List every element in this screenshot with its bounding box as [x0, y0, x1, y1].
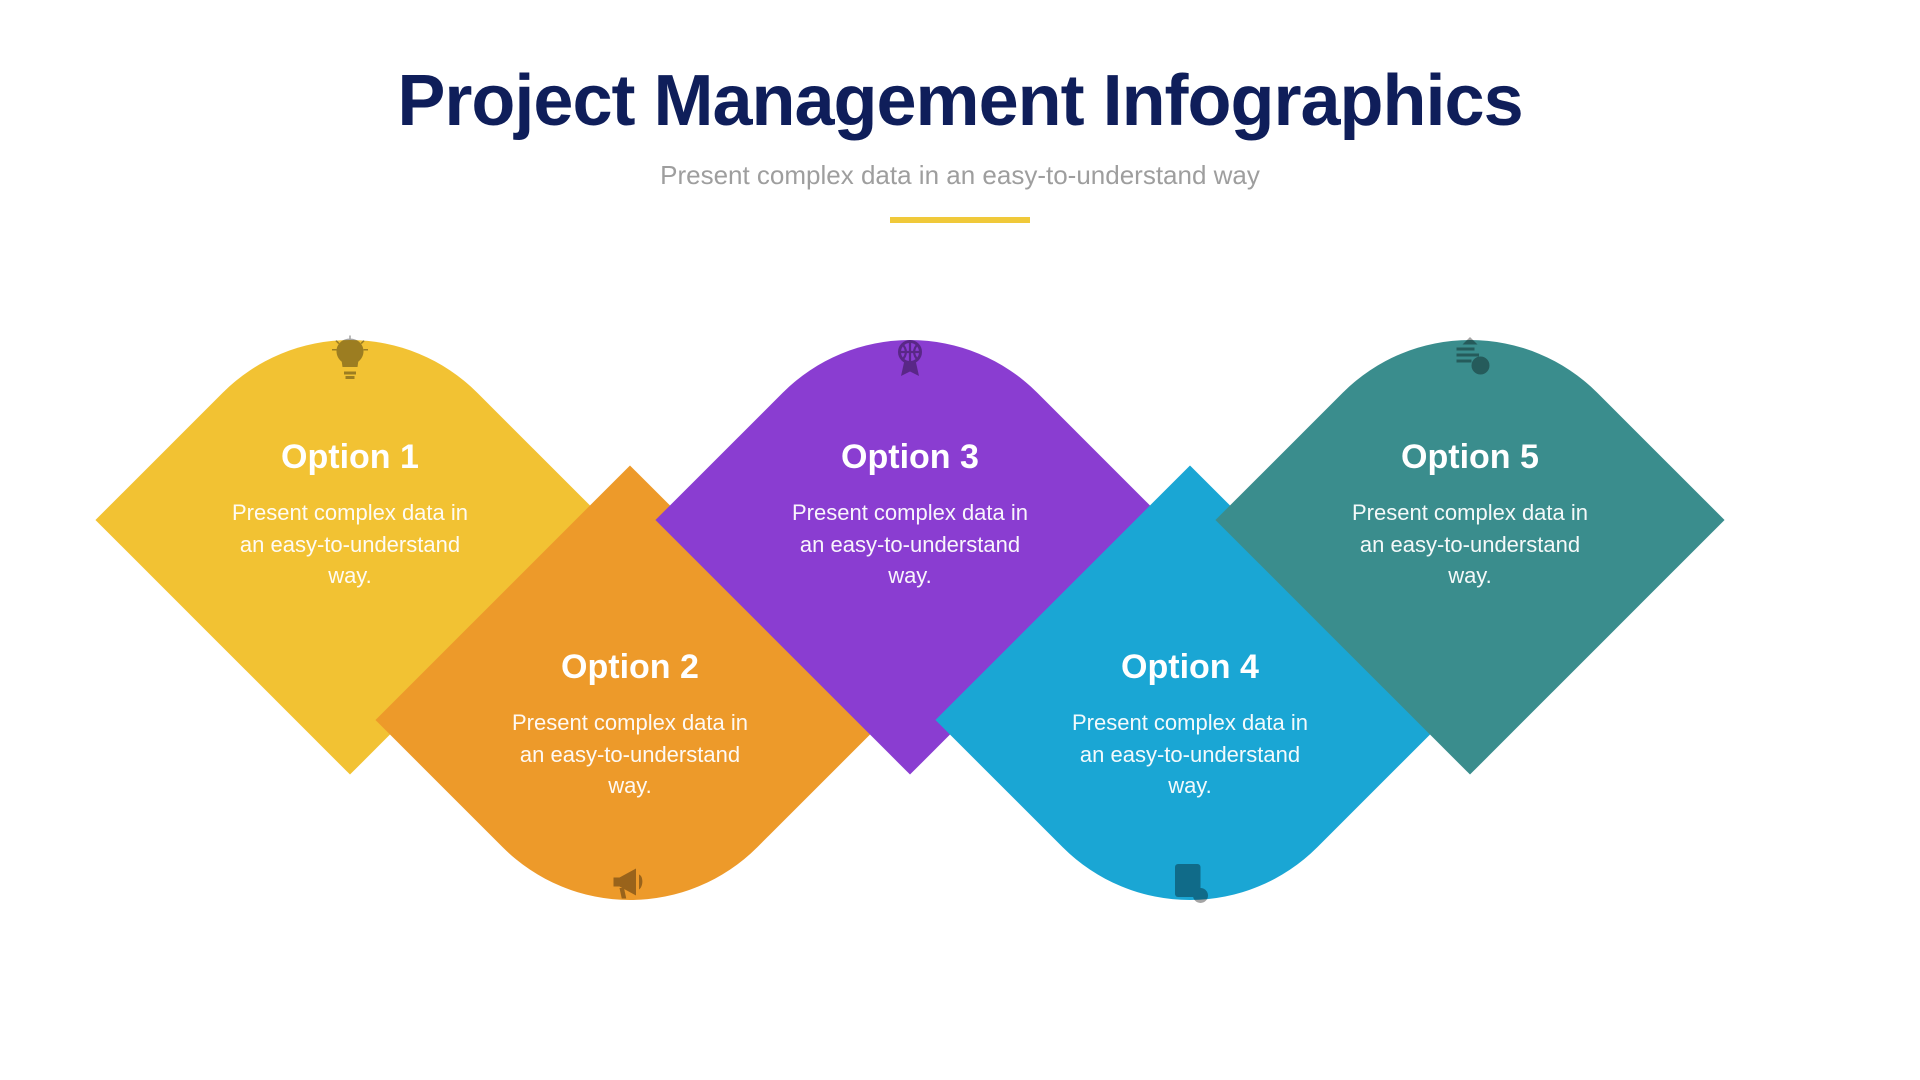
option-description: Present complex data in an easy-to-under… [222, 497, 478, 593]
option-description: Present complex data in an easy-to-under… [782, 497, 1038, 593]
option-shape-5: Option 5 Present complex data in an easy-… [1290, 340, 1650, 700]
option-description: Present complex data in an easy-to-under… [1062, 707, 1318, 803]
page-subtitle: Present complex data in an easy-to-under… [0, 160, 1920, 191]
title-underline [890, 217, 1030, 223]
option-description: Present complex data in an easy-to-under… [1342, 497, 1598, 593]
option-description: Present complex data in an easy-to-under… [502, 707, 758, 803]
header: Project Management Infographics Present … [0, 60, 1920, 223]
option-title: Option 3 [841, 438, 979, 477]
option-content: Option 5 Present complex data in an easy-… [1290, 340, 1650, 700]
option-title: Option 4 [1121, 648, 1259, 687]
option-title: Option 5 [1401, 438, 1539, 477]
page-title: Project Management Infographics [0, 60, 1920, 142]
options-row: Option 1 Present complex data in an easy-… [0, 300, 1920, 1020]
option-title: Option 1 [281, 438, 419, 477]
infographic-stage: Project Management Infographics Present … [0, 0, 1920, 1080]
option-title: Option 2 [561, 648, 699, 687]
